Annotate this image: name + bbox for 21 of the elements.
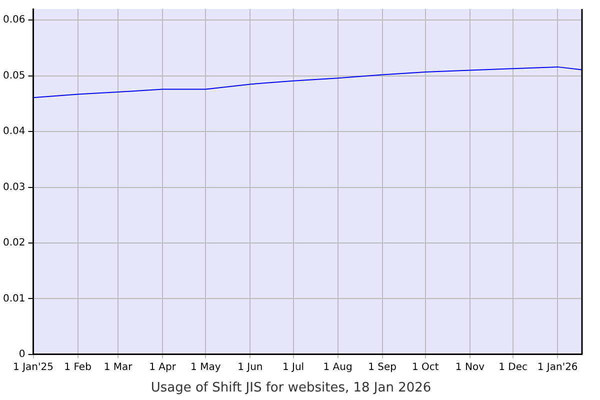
y-tick-label: 0.05 [3, 70, 26, 82]
x-tick-label: 1 Aug [323, 362, 352, 373]
x-tick-label: 1 Feb [64, 362, 92, 373]
text: Usage of Shift JIS for websites, 18 Jan 2026 [150, 380, 432, 396]
y-tick-label: 0.03 [3, 182, 26, 193]
x-tick-label: 1 Jul [282, 362, 304, 373]
y-tick-label: 0.02 [3, 238, 26, 249]
x-tick-label: 1 Nov [455, 362, 485, 373]
x-tick-label: 1 Oct [412, 362, 439, 373]
x-tick-label: 1 Apr [149, 362, 177, 373]
y-tick-label: 0 [18, 348, 26, 360]
x-tick-label: 1 May [190, 362, 221, 373]
x-tick-label: 1 Jan'25 [13, 362, 54, 373]
x-tick-label: 1 Dec [498, 362, 528, 373]
x-tick-label: 1 Jan'26 [537, 362, 578, 373]
y-tick-label: 0.06 [3, 14, 26, 26]
y-tick-label: 0.04 [3, 126, 26, 138]
x-tick-label: 1 Jun [238, 362, 263, 373]
x-tick-label: 1 Sep [368, 362, 397, 373]
x-tick-label: 1 Mar [104, 362, 134, 373]
y-tick-label: 0.01 [3, 293, 26, 304]
